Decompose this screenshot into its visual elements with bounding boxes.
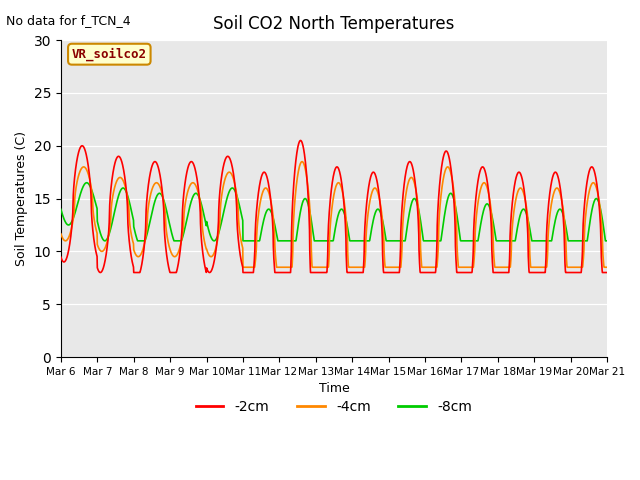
Text: No data for f_TCN_4: No data for f_TCN_4 [6, 14, 131, 27]
Y-axis label: Soil Temperatures (C): Soil Temperatures (C) [15, 131, 28, 266]
X-axis label: Time: Time [319, 382, 349, 396]
Text: VR_soilco2: VR_soilco2 [72, 48, 147, 61]
Legend: -2cm, -4cm, -8cm: -2cm, -4cm, -8cm [190, 395, 478, 420]
Title: Soil CO2 North Temperatures: Soil CO2 North Temperatures [213, 15, 454, 33]
